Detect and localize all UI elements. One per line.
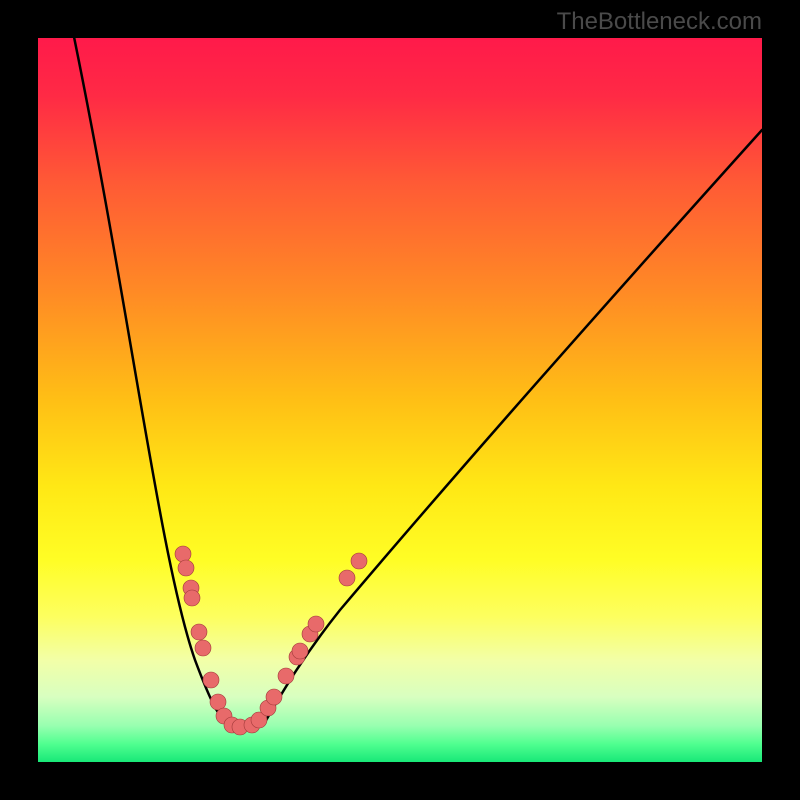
data-point: [339, 570, 355, 586]
data-point: [191, 624, 207, 640]
data-point: [195, 640, 211, 656]
data-point: [175, 546, 191, 562]
data-point: [351, 553, 367, 569]
chart-container: TheBottleneck.com: [0, 0, 800, 800]
data-point: [210, 694, 226, 710]
bottleneck-curve: [250, 130, 762, 726]
data-point: [278, 668, 294, 684]
bottleneck-curve: [73, 32, 232, 726]
watermark-text: TheBottleneck.com: [557, 8, 762, 36]
data-point: [178, 560, 194, 576]
curves-layer: [0, 0, 800, 800]
data-point: [203, 672, 219, 688]
data-point: [266, 689, 282, 705]
data-point: [308, 616, 324, 632]
data-point: [292, 643, 308, 659]
data-point: [184, 590, 200, 606]
